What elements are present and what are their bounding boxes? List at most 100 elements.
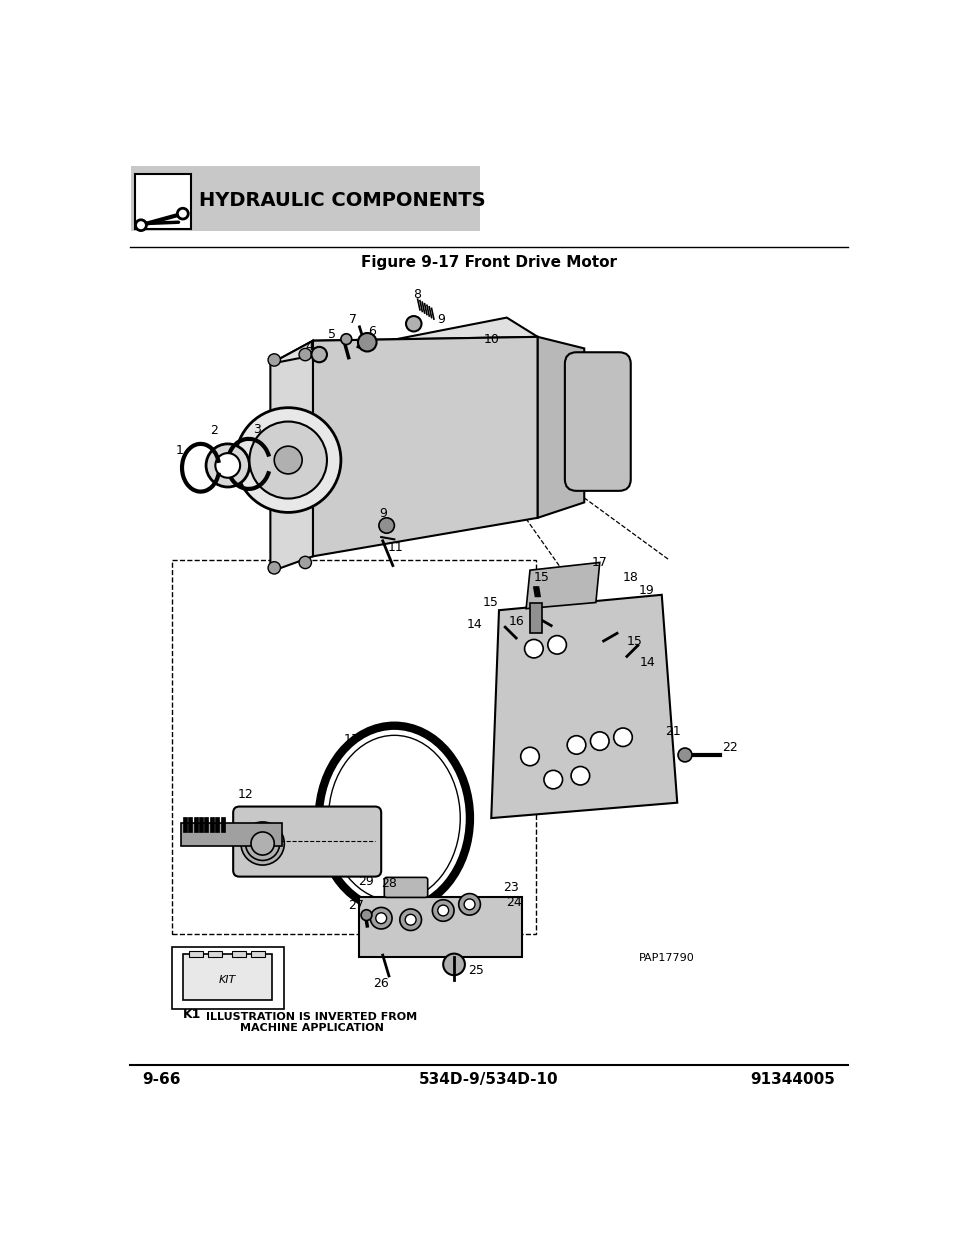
Text: ILLUSTRATION IS INVERTED FROM: ILLUSTRATION IS INVERTED FROM [206, 1011, 416, 1021]
Text: HYDRAULIC COMPONENTS: HYDRAULIC COMPONENTS [199, 191, 485, 210]
Text: 17: 17 [592, 556, 607, 569]
Polygon shape [270, 317, 537, 364]
Text: 5: 5 [328, 329, 336, 341]
Bar [189, 951, 203, 957]
Bar [172, 561, 536, 934]
Circle shape [399, 909, 421, 930]
Bar [134, 174, 191, 228]
Circle shape [360, 910, 372, 920]
Bar [232, 951, 245, 957]
Circle shape [370, 908, 392, 929]
Circle shape [135, 220, 146, 231]
Circle shape [206, 443, 249, 487]
Text: 9-66: 9-66 [142, 1072, 181, 1087]
Circle shape [458, 894, 480, 915]
Circle shape [547, 636, 566, 655]
Bar [251, 951, 265, 957]
Bar [172, 947, 284, 1009]
FancyBboxPatch shape [564, 352, 630, 490]
Bar [220, 816, 224, 832]
Circle shape [235, 408, 340, 513]
Text: Figure 9-17 Front Drive Motor: Figure 9-17 Front Drive Motor [360, 254, 617, 269]
Text: 534D-9/534D-10: 534D-9/534D-10 [418, 1072, 558, 1087]
FancyBboxPatch shape [131, 165, 479, 231]
Circle shape [443, 953, 464, 976]
FancyBboxPatch shape [183, 953, 272, 1000]
Circle shape [613, 727, 632, 746]
Text: 14: 14 [466, 618, 481, 631]
Polygon shape [313, 337, 537, 556]
Text: 3: 3 [253, 422, 261, 436]
Circle shape [464, 899, 475, 910]
Text: 15: 15 [482, 597, 498, 609]
Circle shape [405, 914, 416, 925]
Text: PAP17790: PAP17790 [638, 953, 694, 963]
Polygon shape [537, 337, 583, 517]
Circle shape [177, 209, 188, 219]
Bar [199, 816, 203, 832]
Circle shape [432, 900, 454, 921]
Text: 13: 13 [343, 734, 359, 746]
Circle shape [245, 826, 279, 861]
Circle shape [251, 832, 274, 855]
Bar [530, 603, 541, 634]
Circle shape [406, 316, 421, 331]
Circle shape [215, 453, 240, 478]
Circle shape [567, 736, 585, 755]
Polygon shape [491, 595, 677, 818]
Bar [215, 816, 219, 832]
Bar [181, 823, 282, 846]
Text: 16: 16 [508, 615, 523, 629]
Circle shape [678, 748, 691, 762]
Circle shape [378, 517, 394, 534]
Circle shape [543, 771, 562, 789]
Circle shape [524, 640, 542, 658]
Text: 9: 9 [436, 312, 444, 326]
Text: 26: 26 [373, 977, 389, 990]
Circle shape [274, 446, 302, 474]
Polygon shape [270, 341, 313, 572]
Text: 8: 8 [414, 288, 421, 301]
Bar [208, 951, 222, 957]
Text: 19: 19 [638, 584, 654, 598]
Text: 12: 12 [237, 788, 253, 802]
Circle shape [298, 556, 311, 568]
Text: MACHINE APPLICATION: MACHINE APPLICATION [239, 1024, 383, 1034]
Circle shape [340, 333, 352, 345]
Polygon shape [525, 562, 599, 609]
Text: 28: 28 [380, 877, 396, 890]
FancyBboxPatch shape [384, 877, 427, 898]
Text: 22: 22 [721, 741, 738, 753]
Text: 15: 15 [626, 635, 642, 647]
Text: 7: 7 [349, 312, 357, 326]
Circle shape [571, 767, 589, 785]
Text: 18: 18 [622, 572, 639, 584]
Text: 14: 14 [639, 656, 655, 669]
Polygon shape [359, 897, 521, 957]
Circle shape [357, 333, 376, 352]
Text: 91344005: 91344005 [750, 1072, 835, 1087]
Circle shape [375, 913, 386, 924]
Circle shape [241, 823, 284, 864]
Text: 9: 9 [378, 506, 386, 520]
Circle shape [268, 353, 280, 366]
Bar [193, 816, 197, 832]
Text: 10: 10 [483, 332, 498, 346]
Text: 6: 6 [368, 325, 375, 338]
Bar [210, 816, 213, 832]
Circle shape [520, 747, 538, 766]
Text: K1: K1 [183, 1008, 201, 1021]
Circle shape [311, 347, 327, 362]
Text: KIT: KIT [219, 974, 236, 984]
Text: 15: 15 [533, 572, 549, 584]
Bar [183, 816, 187, 832]
Text: 11: 11 [388, 541, 403, 553]
FancyBboxPatch shape [233, 806, 381, 877]
Circle shape [298, 348, 311, 361]
Text: 2: 2 [210, 425, 217, 437]
Text: 24: 24 [506, 897, 522, 909]
Text: 1: 1 [175, 443, 183, 457]
Bar [204, 816, 208, 832]
Text: 21: 21 [665, 725, 680, 739]
Circle shape [249, 421, 327, 499]
